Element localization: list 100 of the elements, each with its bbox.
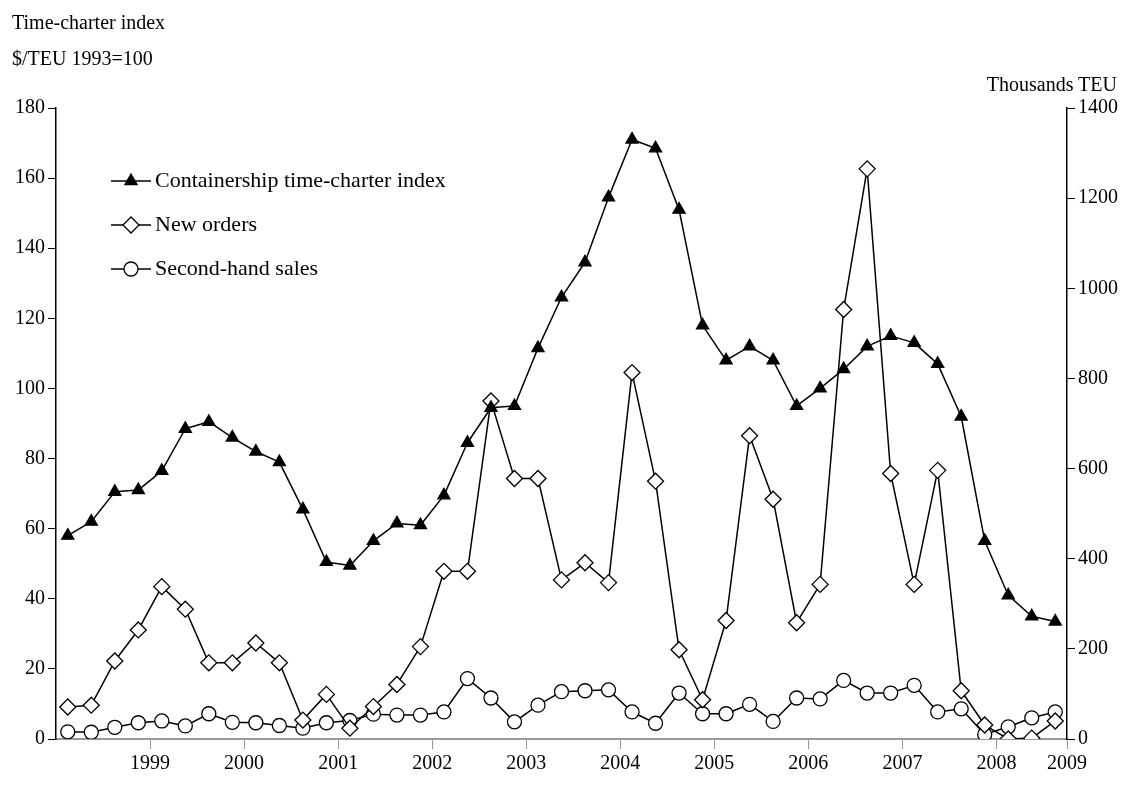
point [294, 711, 312, 729]
point [600, 682, 617, 698]
point [930, 356, 945, 369]
y2-tick-label: 600 [1078, 455, 1108, 478]
point [625, 131, 639, 144]
point [201, 706, 217, 722]
point [860, 338, 874, 351]
point [483, 690, 499, 706]
point [153, 578, 171, 596]
point [578, 254, 592, 267]
point [718, 706, 734, 722]
point [624, 704, 640, 720]
point [506, 714, 523, 730]
point [835, 672, 852, 689]
point [553, 684, 570, 700]
y-tick-label: 160 [15, 165, 45, 188]
point [577, 683, 593, 699]
point [554, 289, 569, 302]
y-tick-label: 100 [15, 375, 45, 398]
point [341, 719, 359, 737]
point [458, 562, 477, 580]
point [952, 682, 970, 700]
point [177, 718, 193, 734]
y2-tick-label: 800 [1078, 365, 1108, 388]
y-tick-label: 180 [15, 95, 45, 118]
point [390, 515, 404, 528]
x-tick-label: 2004 [600, 751, 641, 774]
point [834, 300, 853, 319]
point [507, 398, 522, 411]
point [953, 701, 969, 717]
point [155, 463, 169, 475]
point [693, 691, 712, 709]
point [505, 469, 524, 488]
point [882, 464, 900, 483]
legend-label: Containership time-charter index [155, 166, 446, 192]
point [1046, 712, 1064, 730]
point [646, 472, 665, 490]
point [460, 435, 475, 447]
point [529, 469, 547, 488]
y2-tick-label: 200 [1078, 636, 1108, 659]
y-tick-label: 0 [35, 726, 45, 749]
point [437, 487, 451, 500]
point [742, 338, 757, 351]
point [84, 514, 98, 526]
point [296, 501, 310, 514]
point [364, 697, 383, 716]
point [272, 454, 287, 467]
point [82, 696, 100, 714]
point [576, 554, 594, 572]
point [599, 573, 618, 592]
point [1001, 587, 1015, 600]
point [1048, 613, 1062, 626]
point [270, 654, 289, 672]
point [787, 614, 806, 632]
point [411, 637, 430, 656]
point [106, 652, 124, 670]
x-tick-label: 2005 [694, 751, 735, 774]
point [623, 363, 641, 382]
point [223, 654, 241, 672]
point [695, 317, 710, 330]
point [694, 706, 711, 722]
point [764, 490, 782, 508]
point [978, 533, 992, 546]
y-tick-label: 40 [25, 586, 45, 609]
point [176, 600, 194, 618]
point [531, 340, 545, 353]
point [271, 717, 288, 734]
x-tick-label: 1999 [130, 751, 171, 774]
point [929, 461, 947, 480]
y-axis-title: Time-charter index $/TEU 1993=100 [12, 11, 166, 70]
point [766, 352, 780, 365]
x-tick-label: 2003 [506, 751, 547, 774]
y-tick-label: 80 [25, 445, 45, 468]
point [319, 554, 334, 567]
point [59, 698, 77, 716]
point [976, 716, 994, 734]
point [130, 715, 146, 731]
point [200, 654, 218, 672]
point [61, 528, 75, 540]
point [108, 484, 122, 497]
legend-label: Second-hand sales [155, 254, 319, 280]
point [648, 140, 663, 153]
point [178, 421, 193, 433]
point [318, 715, 335, 731]
y-tick-label: 120 [15, 305, 45, 328]
point [107, 719, 123, 735]
point [1000, 719, 1016, 735]
point [858, 160, 876, 178]
point [224, 714, 240, 730]
point [601, 189, 616, 202]
point [202, 414, 216, 426]
y2-axis-title: Thousands TEU [986, 73, 1118, 96]
y2-tick-label: 400 [1078, 545, 1108, 568]
point [670, 641, 688, 659]
point [859, 685, 875, 701]
point [788, 690, 805, 706]
x-tick-label: 2002 [412, 751, 453, 774]
point [129, 621, 147, 639]
y2-tick-label: 0 [1078, 726, 1088, 749]
x-tick-label: 2000 [224, 751, 265, 774]
